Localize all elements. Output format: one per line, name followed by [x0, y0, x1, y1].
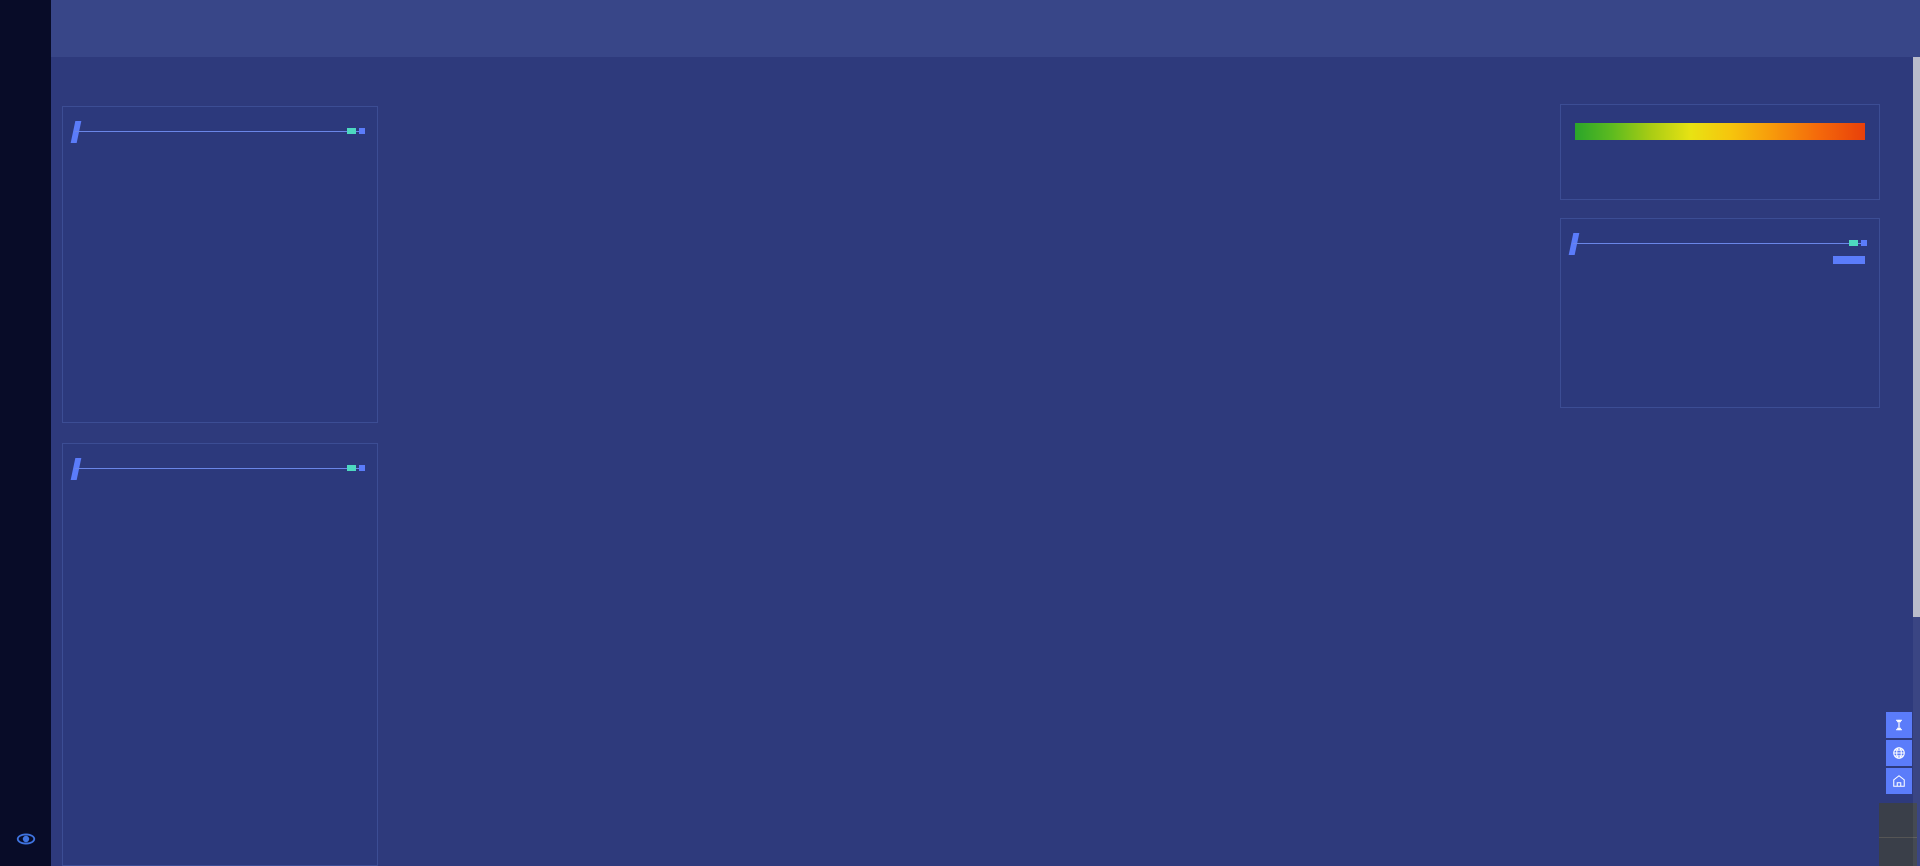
measure-icon[interactable] — [1886, 712, 1912, 738]
page-scrollbar[interactable] — [1913, 57, 1920, 866]
emission-standard-share-panel — [62, 443, 378, 866]
map-legend-colorbar — [1560, 104, 1880, 200]
divider — [75, 128, 365, 134]
accent-bar-icon — [1568, 233, 1580, 255]
panel-header — [63, 444, 377, 480]
divider-dots-icon — [347, 465, 365, 471]
divider-dots-icon — [1849, 240, 1867, 246]
donut-svg — [63, 469, 379, 829]
globe-icon[interactable] — [1886, 740, 1912, 766]
panel-header — [63, 107, 377, 143]
zoom-in-button[interactable] — [1879, 803, 1917, 837]
daily-monitoring-panel — [62, 106, 378, 423]
left-icon-rail — [0, 0, 51, 866]
rail-bottom-icon[interactable] — [0, 828, 51, 850]
divider-dots-icon — [347, 128, 365, 134]
home-icon[interactable] — [1886, 768, 1912, 794]
app-title-bar — [0, 0, 1920, 57]
zoom-level-readout — [1879, 837, 1917, 866]
filter-actions — [1561, 256, 1865, 264]
stats-grid — [63, 132, 377, 146]
map-tool-buttons — [1886, 712, 1912, 796]
colorbar-gradient — [1575, 123, 1865, 140]
divider — [75, 465, 365, 471]
divider — [1573, 240, 1867, 246]
donut-chart[interactable] — [63, 469, 379, 829]
query-button[interactable] — [1833, 256, 1865, 264]
map-zoom-control — [1879, 803, 1917, 866]
data-filter-panel — [1560, 218, 1880, 408]
panel-header — [1561, 219, 1879, 255]
